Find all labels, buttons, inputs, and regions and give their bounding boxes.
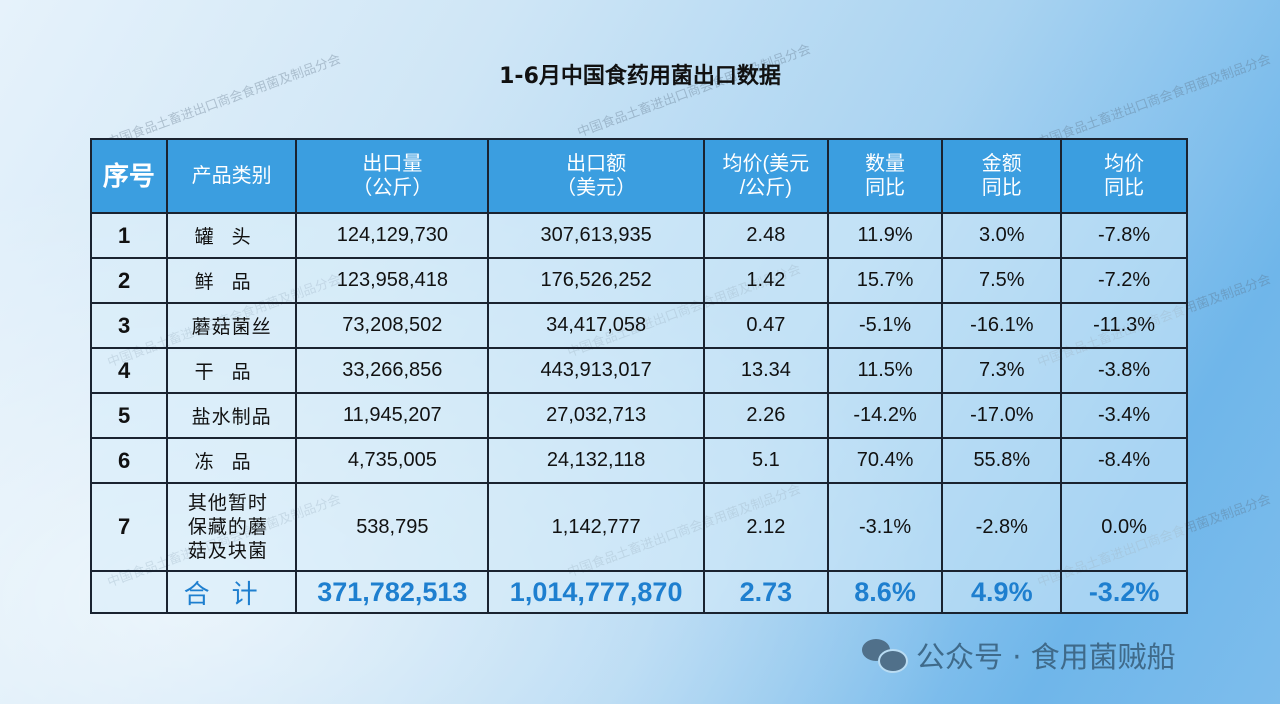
cell-value: 1,142,777 [487, 482, 706, 572]
cell-volume: 73,208,502 [295, 302, 490, 349]
cell-volume: 123,958,418 [295, 257, 490, 304]
total-empty-cell [90, 570, 168, 614]
cell-category: 鲜品 [165, 257, 298, 304]
cell-no: 4 [90, 347, 168, 394]
column-header: 出口额 （美元） [487, 138, 706, 214]
cell-vol-yoy: -3.1% [826, 482, 944, 572]
table-row: 4 干品 33,266,856 443,913,017 13.34 11.5% 7.3% -3… [90, 347, 1188, 394]
total-vol-yoy: 8.6% [826, 570, 944, 614]
wechat-icon [862, 637, 908, 673]
cell-volume: 4,735,005 [295, 437, 490, 484]
total-price: 2.73 [703, 570, 829, 614]
cell-value: 443,913,017 [487, 347, 706, 394]
cell-value: 27,032,713 [487, 392, 706, 439]
cell-price-yoy: 0.0% [1060, 482, 1188, 572]
cell-price-yoy: -7.8% [1060, 212, 1188, 259]
total-val-yoy: 4.9% [941, 570, 1063, 614]
table-row: 5 盐水制品 11,945,207 27,032,713 2.26 -14.2% -17.0… [90, 392, 1188, 439]
cell-vol-yoy: 11.9% [826, 212, 944, 259]
cell-volume: 33,266,856 [295, 347, 490, 394]
cell-price-yoy: -8.4% [1060, 437, 1188, 484]
cell-category: 蘑菇菌丝 [165, 302, 298, 349]
cell-category: 盐水制品 [165, 392, 298, 439]
column-header: 产品类别 [165, 138, 298, 214]
column-header: 出口量 （公斤） [295, 138, 490, 214]
cell-price-yoy: -11.3% [1060, 302, 1188, 349]
footer-credit: 公众号 · 食用菌贼船 [862, 634, 1176, 676]
table-row: 3 蘑菇菌丝 73,208,502 34,417,058 0.47 -5.1% -16.1%… [90, 302, 1188, 349]
cell-no: 1 [90, 212, 168, 259]
cell-price: 1.42 [703, 257, 829, 304]
cell-price-yoy: -3.4% [1060, 392, 1188, 439]
cell-val-yoy: -16.1% [941, 302, 1063, 349]
total-volume: 371,782,513 [295, 570, 490, 614]
cell-category: 冻品 [165, 437, 298, 484]
cell-value: 34,417,058 [487, 302, 706, 349]
cell-vol-yoy: 15.7% [826, 257, 944, 304]
cell-category: 干品 [165, 347, 298, 394]
cell-vol-yoy: -14.2% [826, 392, 944, 439]
cell-price: 5.1 [703, 437, 829, 484]
total-value: 1,014,777,870 [487, 570, 706, 614]
cell-no: 2 [90, 257, 168, 304]
column-header: 均价 同比 [1060, 138, 1188, 214]
cell-category: 罐头 [165, 212, 298, 259]
cell-value: 24,132,118 [487, 437, 706, 484]
header-row: 序号 产品类别 出口量 （公斤） 出口额 （美元） 均价(美元/公斤) 数量 同比 金额 同比 均价同… [90, 138, 1188, 214]
column-header: 序号 [90, 138, 168, 214]
cell-price: 2.12 [703, 482, 829, 572]
total-price-yoy: -3.2% [1060, 570, 1188, 614]
table-row: 6 冻品 4,735,005 24,132,118 5.1 70.4% 55.8% -8.4% [90, 437, 1188, 484]
cell-vol-yoy: -5.1% [826, 302, 944, 349]
cell-price: 13.34 [703, 347, 829, 394]
cell-vol-yoy: 70.4% [826, 437, 944, 484]
cell-category: 其他暂时 保藏的蘑 菇及块菌 [165, 482, 298, 572]
cell-value: 307,613,935 [487, 212, 706, 259]
cell-volume: 11,945,207 [295, 392, 490, 439]
cell-no: 5 [90, 392, 168, 439]
cell-value: 176,526,252 [487, 257, 706, 304]
cell-volume: 124,129,730 [295, 212, 490, 259]
cell-no: 3 [90, 302, 168, 349]
page-title: 1-6月中国食药用菌出口数据 [499, 64, 781, 89]
cell-no: 6 [90, 437, 168, 484]
cell-vol-yoy: 11.5% [826, 347, 944, 394]
footer-text: 公众号 · 食用菌贼船 [916, 640, 1176, 674]
total-label: 合计 [165, 570, 298, 614]
cell-volume: 538,795 [295, 482, 490, 572]
table-row: 2 鲜品 123,958,418 176,526,252 1.42 15.7% 7.5% -7… [90, 257, 1188, 304]
cell-val-yoy: 55.8% [941, 437, 1063, 484]
cell-price-yoy: -3.8% [1060, 347, 1188, 394]
table-row: 7 其他暂时 保藏的蘑 菇及块菌 538,795 1,142,777 2.12 -3.1% -2… [90, 482, 1188, 572]
cell-price: 2.26 [703, 392, 829, 439]
cell-val-yoy: 7.3% [941, 347, 1063, 394]
export-data-table: 序号 产品类别 出口量 （公斤） 出口额 （美元） 均价(美元/公斤) 数量 同比 金额 同比 均价同… [90, 138, 1188, 614]
column-header: 均价(美元/公斤) [703, 138, 829, 214]
cell-val-yoy: 3.0% [941, 212, 1063, 259]
total-row: 合计 371,782,513 1,014,777,870 2.73 8.6% 4.9% -3… [90, 570, 1188, 614]
cell-price: 2.48 [703, 212, 829, 259]
cell-val-yoy: -17.0% [941, 392, 1063, 439]
cell-val-yoy: 7.5% [941, 257, 1063, 304]
cell-price-yoy: -7.2% [1060, 257, 1188, 304]
cell-no: 7 [90, 482, 168, 572]
cell-price: 0.47 [703, 302, 829, 349]
table-row: 1 罐头 124,129,730 307,613,935 2.48 11.9% 3.0% -7… [90, 212, 1188, 259]
column-header: 数量 同比 [826, 138, 944, 214]
cell-val-yoy: -2.8% [941, 482, 1063, 572]
column-header: 金额 同比 [941, 138, 1063, 214]
